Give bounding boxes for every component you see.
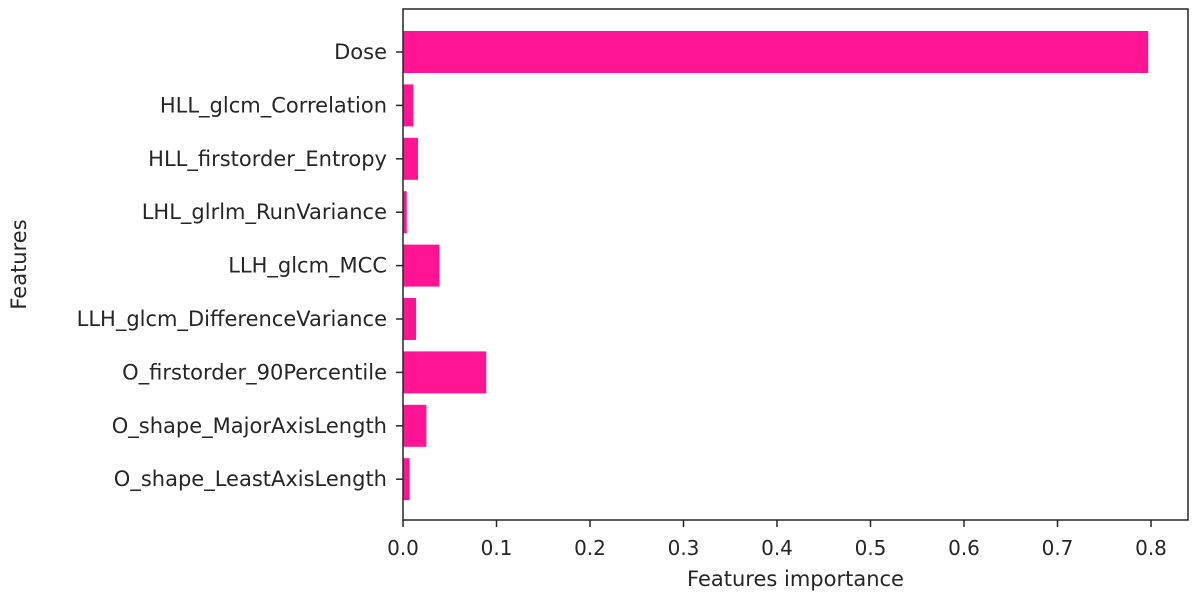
- x-tick-label: 0.6: [948, 536, 980, 560]
- x-axis-title: Features importance: [687, 567, 904, 591]
- category-label: HLL_glcm_Correlation: [160, 93, 387, 118]
- category-label: LHL_glrlm_RunVariance: [142, 200, 387, 225]
- bar-LHL_glrlm_RunVariance: [403, 191, 407, 234]
- bar-O_shape_LeastAxisLength: [403, 458, 410, 501]
- bars-group: [403, 31, 1149, 501]
- bar-O_firstorder_90Percentile: [403, 351, 487, 394]
- category-label: O_shape_MajorAxisLength: [112, 414, 387, 439]
- x-tick-label: 0.4: [761, 536, 793, 560]
- bar-LLH_glcm_DifferenceVariance: [403, 298, 417, 340]
- x-tick-label: 0.1: [481, 536, 513, 560]
- category-label: O_shape_LeastAxisLength: [114, 467, 387, 492]
- ticks-group: 0.0 0.1 0.2 0.3 0.4 0.5 0.6 0.7 0.8: [387, 51, 1167, 560]
- bar-HLL_glcm_Correlation: [403, 84, 414, 127]
- plot-area-frame: [402, 8, 1189, 521]
- bar-HLL_firstorder_Entropy: [403, 137, 418, 180]
- x-tick-label: 0.5: [855, 536, 887, 560]
- bar-Dose: [403, 31, 1149, 73]
- category-label: O_firstorder_90Percentile: [122, 360, 387, 385]
- category-label: Dose: [334, 40, 387, 64]
- x-tick-label: 0.3: [668, 536, 700, 560]
- category-label: HLL_firstorder_Entropy: [148, 147, 387, 172]
- category-labels-group: Dose HLL_glcm_Correlation HLL_firstorder_E…: [77, 40, 387, 492]
- category-label: LLH_glcm_MCC: [228, 254, 387, 279]
- category-label: LLH_glcm_DifferenceVariance: [77, 307, 387, 332]
- y-axis-title: Features: [7, 219, 31, 309]
- x-tick-label: 0.8: [1135, 536, 1167, 560]
- x-tick-label: 0.2: [574, 536, 606, 560]
- x-tick-label: 0.7: [1042, 536, 1074, 560]
- bar-LLH_glcm_MCC: [403, 244, 440, 287]
- bar-O_shape_MajorAxisLength: [403, 404, 427, 447]
- x-tick-label: 0.0: [387, 536, 419, 560]
